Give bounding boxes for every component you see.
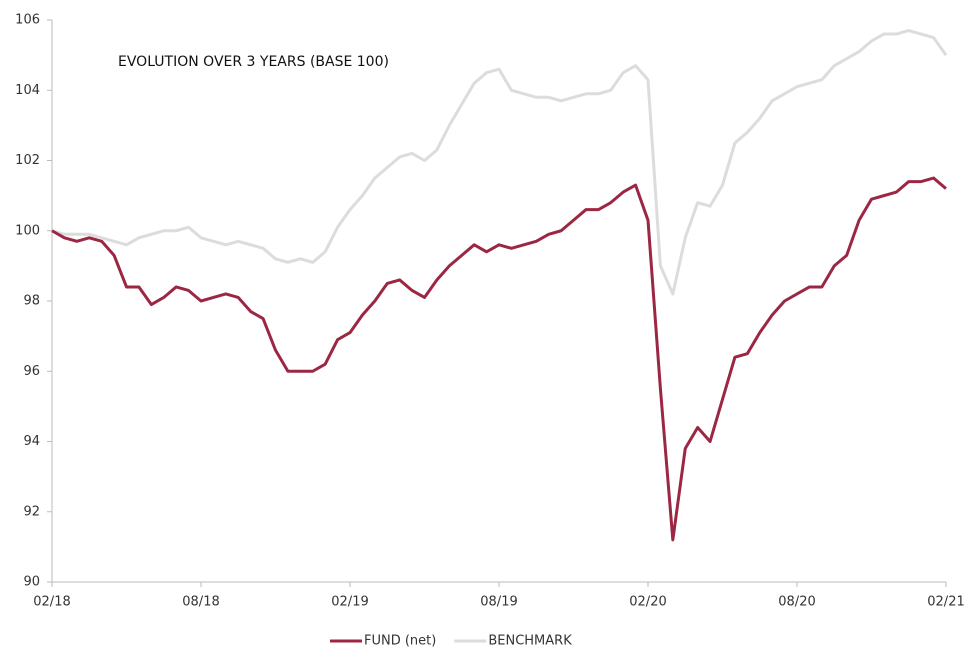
- y-tick-label: 104: [15, 83, 40, 98]
- line: [51, 29, 948, 296]
- x-tick-label: 02/21: [927, 595, 964, 610]
- y-tick-label: 102: [15, 153, 40, 168]
- y-tick-label: 90: [23, 575, 40, 590]
- line: [51, 176, 947, 542]
- x-tick-label: 02/20: [629, 595, 666, 610]
- x-tick-label: 08/19: [480, 595, 517, 610]
- x-tick-label: 08/20: [778, 595, 815, 610]
- legend-label: BENCHMARK: [488, 634, 572, 649]
- x-tick-label: 02/18: [33, 595, 70, 610]
- y-tick-label: 100: [15, 223, 40, 238]
- legend-label: FUND (net): [364, 634, 436, 649]
- y-tick-label: 106: [15, 13, 40, 28]
- y-tick-label: 96: [23, 364, 40, 379]
- chart-title: EVOLUTION OVER 3 YEARS (BASE 100): [118, 54, 389, 70]
- y-tick-label: 98: [23, 294, 40, 309]
- x-tick-label: 08/18: [182, 595, 219, 610]
- x-tick-label: 02/19: [331, 595, 368, 610]
- y-tick-label: 92: [23, 504, 40, 519]
- y-tick-label: 94: [23, 434, 40, 449]
